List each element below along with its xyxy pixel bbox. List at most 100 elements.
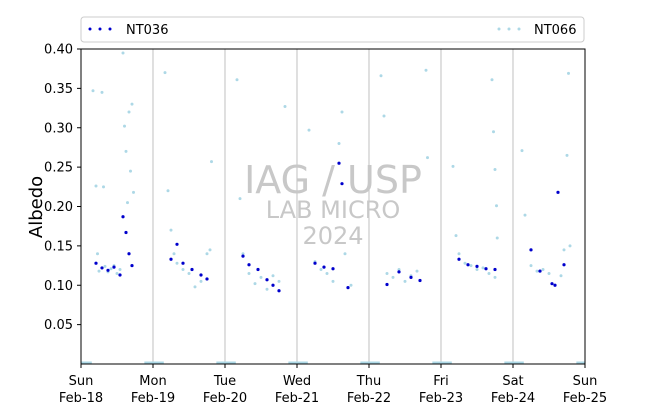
point-nt066 bbox=[132, 190, 135, 194]
point-nt066 bbox=[100, 90, 104, 94]
y-axis: 0.05 0.10 0.15 0.20 0.25 0.30 0.35 0.40 bbox=[44, 43, 81, 333]
point-nt066 bbox=[340, 110, 344, 114]
legend-marker-nt036 bbox=[88, 27, 112, 31]
point-nt066 bbox=[469, 264, 473, 268]
point-nt066 bbox=[493, 275, 497, 279]
point-nt066 bbox=[241, 252, 245, 256]
y-tick-label: 0.30 bbox=[44, 121, 73, 136]
y-tick-label: 0.25 bbox=[44, 161, 73, 176]
night-bar bbox=[432, 361, 452, 364]
point-nt036 bbox=[322, 265, 326, 269]
point-nt066 bbox=[319, 268, 323, 271]
point-nt066 bbox=[283, 104, 287, 108]
point-nt036 bbox=[175, 242, 179, 246]
point-nt066 bbox=[529, 264, 533, 268]
point-nt066 bbox=[492, 130, 495, 134]
point-nt066 bbox=[169, 228, 173, 232]
point-nt066 bbox=[307, 128, 311, 132]
point-nt066 bbox=[129, 169, 132, 173]
watermark-line-3: 2024 bbox=[302, 222, 363, 250]
point-nt036 bbox=[247, 263, 251, 267]
x-tick-label-day: Tue bbox=[213, 374, 236, 389]
point-nt066 bbox=[487, 271, 491, 275]
point-nt066 bbox=[568, 244, 572, 248]
point-nt036 bbox=[397, 270, 401, 274]
night-bar bbox=[576, 361, 585, 364]
watermark-line-1: IAG / USP bbox=[244, 158, 422, 202]
point-nt066 bbox=[94, 184, 98, 188]
point-nt036 bbox=[190, 267, 194, 272]
point-nt066 bbox=[97, 269, 101, 273]
point-nt066 bbox=[415, 269, 419, 273]
point-nt036 bbox=[538, 269, 542, 273]
point-nt066 bbox=[349, 283, 353, 287]
point-nt066 bbox=[475, 268, 479, 271]
point-nt036 bbox=[121, 215, 125, 219]
point-nt066 bbox=[391, 275, 395, 279]
point-nt036 bbox=[100, 266, 104, 270]
point-nt036 bbox=[457, 257, 461, 261]
point-nt036 bbox=[493, 267, 497, 272]
y-tick-label: 0.05 bbox=[44, 318, 73, 333]
legend-marker-nt066 bbox=[497, 27, 521, 31]
x-tick-label-date: Feb-21 bbox=[275, 391, 319, 406]
point-nt036 bbox=[271, 283, 275, 287]
x-tick-label-date: Feb-25 bbox=[563, 391, 607, 406]
y-axis-label: Albedo bbox=[26, 176, 47, 238]
point-nt066 bbox=[541, 268, 545, 271]
point-nt036 bbox=[529, 248, 533, 252]
point-nt036 bbox=[127, 252, 131, 256]
point-nt066 bbox=[247, 271, 251, 275]
point-nt036 bbox=[313, 261, 317, 265]
point-nt036 bbox=[553, 283, 557, 287]
point-nt066 bbox=[259, 275, 263, 279]
watermark: IAG / USP LAB MICRO 2024 bbox=[244, 158, 422, 250]
point-nt066 bbox=[166, 189, 170, 193]
y-tick-label: 0.35 bbox=[44, 82, 73, 97]
point-nt066 bbox=[493, 167, 497, 171]
point-nt066 bbox=[124, 149, 128, 153]
night-bar bbox=[288, 361, 308, 364]
point-nt066 bbox=[208, 248, 212, 252]
point-nt036 bbox=[256, 267, 260, 272]
legend-box bbox=[80, 16, 585, 43]
point-nt066 bbox=[426, 156, 429, 160]
night-bar bbox=[144, 361, 164, 364]
point-nt066 bbox=[567, 71, 570, 75]
point-nt066 bbox=[559, 274, 563, 278]
point-nt066 bbox=[193, 285, 197, 289]
point-nt036 bbox=[199, 273, 203, 277]
series-nt036 bbox=[94, 161, 566, 293]
point-nt066 bbox=[547, 271, 551, 275]
point-nt066 bbox=[126, 201, 129, 205]
point-nt066 bbox=[199, 279, 203, 283]
point-nt036 bbox=[112, 265, 116, 269]
point-nt066 bbox=[523, 213, 527, 217]
x-tick-label-day: Mon bbox=[139, 374, 166, 389]
point-nt066 bbox=[235, 78, 239, 82]
point-nt036 bbox=[346, 286, 350, 290]
point-nt036 bbox=[331, 267, 335, 271]
x-tick-label-date: Feb-24 bbox=[491, 391, 535, 406]
point-nt036 bbox=[409, 275, 413, 279]
point-nt066 bbox=[118, 268, 122, 271]
point-nt066 bbox=[337, 142, 341, 145]
point-nt036 bbox=[484, 267, 488, 271]
point-nt066 bbox=[205, 252, 209, 256]
legend: NT036 NT066 bbox=[80, 16, 585, 43]
point-nt066 bbox=[115, 271, 119, 275]
point-nt066 bbox=[379, 74, 383, 78]
point-nt066 bbox=[451, 164, 455, 168]
x-axis: Sun Feb-18 Mon Feb-19 Tue Feb-20 Wed Feb-21 Thu F… bbox=[59, 364, 607, 406]
point-nt036 bbox=[550, 282, 554, 286]
point-nt066 bbox=[121, 51, 125, 55]
point-nt036 bbox=[181, 261, 185, 265]
point-nt066 bbox=[163, 71, 167, 75]
point-nt066 bbox=[403, 279, 407, 283]
x-tick-label-day: Wed bbox=[283, 374, 311, 389]
night-bar bbox=[360, 361, 380, 364]
point-nt036 bbox=[106, 268, 110, 272]
legend-label-nt066: NT066 bbox=[534, 23, 576, 38]
night-bar bbox=[216, 361, 236, 364]
point-nt066 bbox=[481, 266, 485, 270]
